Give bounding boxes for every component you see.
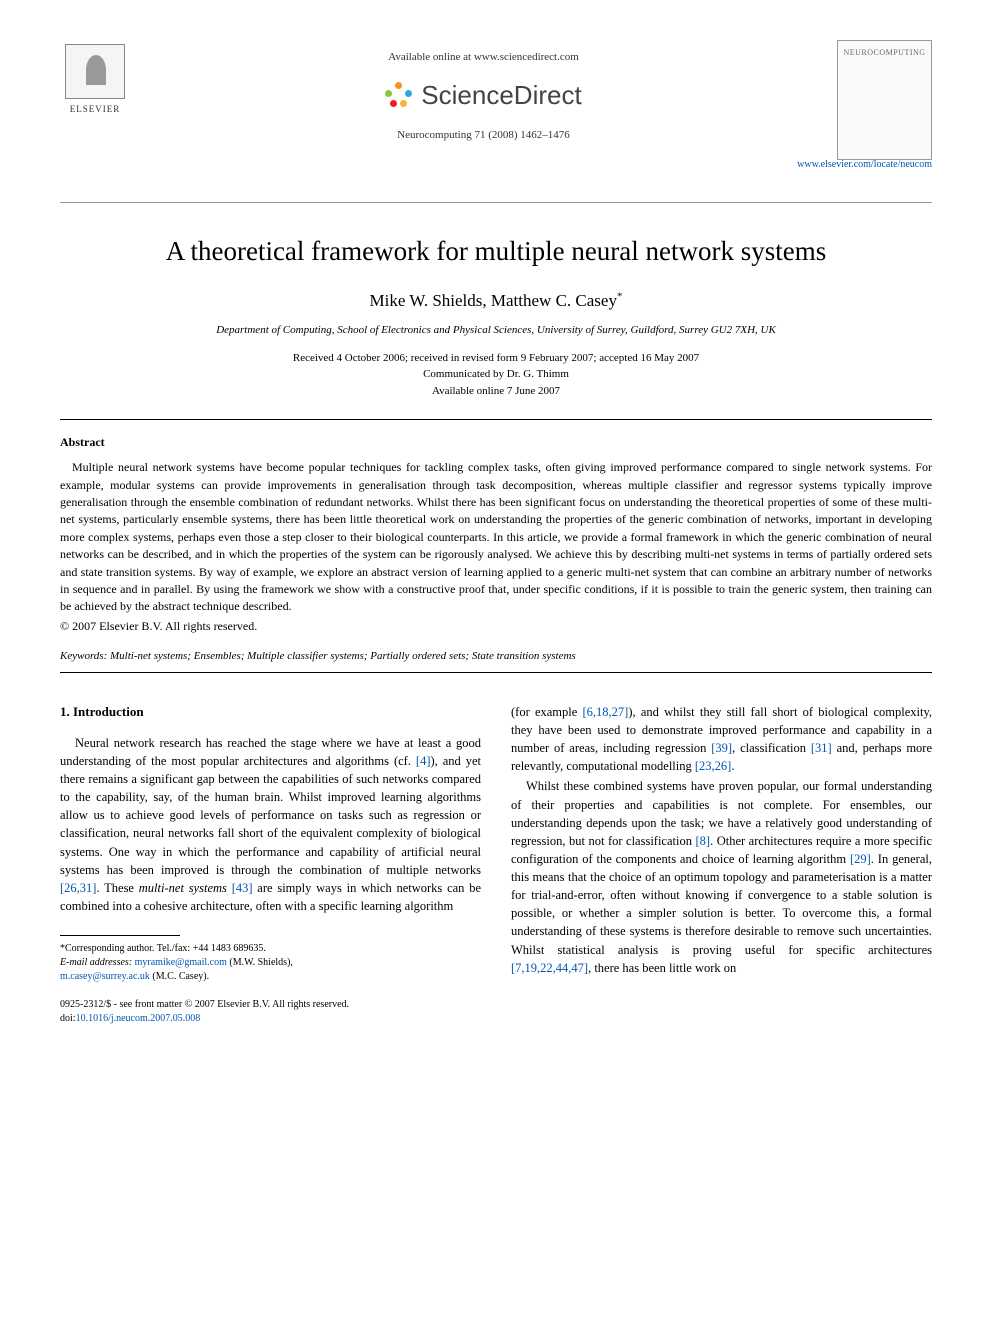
abstract-copyright: © 2007 Elsevier B.V. All rights reserved… (60, 618, 932, 635)
email-2[interactable]: m.casey@surrey.ac.uk (60, 971, 150, 982)
journal-cover-block: NEUROCOMPUTING (837, 40, 932, 160)
cite-4[interactable]: [4] (416, 754, 431, 768)
email-2-name: (M.C. Casey). (152, 971, 209, 982)
email-1-name: (M.W. Shields), (229, 957, 293, 968)
email-2-line: m.casey@surrey.ac.uk (M.C. Casey). (60, 970, 481, 984)
cite-31[interactable]: [31] (811, 741, 832, 755)
body-columns: 1. Introduction Neural network research … (60, 703, 932, 1026)
footnote-rule (60, 935, 180, 936)
journal-cover: NEUROCOMPUTING (837, 40, 932, 160)
keywords: Keywords: Multi-net systems; Ensembles; … (60, 649, 932, 664)
doi-line: doi:10.1016/j.neucom.2007.05.008 (60, 1012, 481, 1026)
authors: Mike W. Shields, Matthew C. Casey* (60, 289, 932, 313)
elsevier-logo: ELSEVIER (60, 40, 130, 120)
cite-6-18-27[interactable]: [6,18,27] (583, 705, 629, 719)
dates-online: Available online 7 June 2007 (60, 383, 932, 400)
email-label: E-mail addresses: (60, 957, 132, 968)
email-1[interactable]: myramike@gmail.com (135, 957, 227, 968)
elsevier-label: ELSEVIER (70, 103, 121, 116)
intro-para-1-cont: (for example [6,18,27]), and whilst they… (511, 703, 932, 776)
intro-para-2: Whilst these combined systems have prove… (511, 777, 932, 976)
email-addresses: E-mail addresses: myramike@gmail.com (M.… (60, 956, 481, 970)
keywords-label: Keywords: (60, 650, 107, 662)
journal-cover-title: NEUROCOMPUTING (843, 47, 925, 58)
abstract-heading: Abstract (60, 434, 932, 451)
cite-26-31[interactable]: [26,31] (60, 881, 96, 895)
term-multinet: multi-net systems (139, 881, 227, 895)
corresponding-mark: * (617, 290, 623, 302)
doi-block: 0925-2312/$ - see front matter © 2007 El… (60, 998, 481, 1026)
right-column: (for example [6,18,27]), and whilst they… (511, 703, 932, 1026)
footnote-block: *Corresponding author. Tel./fax: +44 148… (60, 942, 481, 984)
affiliation: Department of Computing, School of Elect… (60, 323, 932, 338)
journal-reference: Neurocomputing 71 (2008) 1462–1476 (130, 128, 837, 143)
article-title: A theoretical framework for multiple neu… (60, 233, 932, 271)
intro-para-1: Neural network research has reached the … (60, 734, 481, 915)
article-dates: Received 4 October 2006; received in rev… (60, 350, 932, 400)
sciencedirect-logo: ScienceDirect (130, 77, 837, 113)
center-header: Available online at www.sciencedirect.co… (130, 40, 837, 143)
cite-29[interactable]: [29] (850, 852, 871, 866)
abstract-text: Multiple neural network systems have bec… (60, 459, 932, 616)
section-1-heading: 1. Introduction (60, 703, 481, 722)
dates-communicated: Communicated by Dr. G. Thimm (60, 366, 932, 383)
header-rule (60, 202, 932, 203)
available-online-text: Available online at www.sciencedirect.co… (130, 50, 837, 65)
authors-text: Mike W. Shields, Matthew C. Casey (370, 291, 617, 310)
left-column: 1. Introduction Neural network research … (60, 703, 481, 1026)
cite-39[interactable]: [39] (711, 741, 732, 755)
elsevier-tree-icon (65, 44, 125, 99)
doi-label: doi: (60, 1013, 76, 1024)
abstract-rule-top (60, 419, 932, 420)
cite-8[interactable]: [8] (695, 834, 710, 848)
front-matter: 0925-2312/$ - see front matter © 2007 El… (60, 998, 481, 1012)
keywords-text: Multi-net systems; Ensembles; Multiple c… (110, 650, 576, 662)
sciencedirect-name: ScienceDirect (421, 77, 581, 113)
sciencedirect-icon (385, 82, 413, 110)
cite-43[interactable]: [43] (232, 881, 253, 895)
abstract-rule-bottom (60, 672, 932, 673)
dates-received: Received 4 October 2006; received in rev… (60, 350, 932, 367)
corresponding-author: *Corresponding author. Tel./fax: +44 148… (60, 942, 481, 956)
doi-link[interactable]: 10.1016/j.neucom.2007.05.008 (76, 1013, 201, 1024)
cite-7-19-22-44-47[interactable]: [7,19,22,44,47] (511, 961, 588, 975)
cite-23-26[interactable]: [23,26] (695, 759, 731, 773)
journal-link[interactable]: www.elsevier.com/locate/neucom (60, 158, 932, 172)
publisher-header: ELSEVIER Available online at www.science… (60, 40, 932, 160)
